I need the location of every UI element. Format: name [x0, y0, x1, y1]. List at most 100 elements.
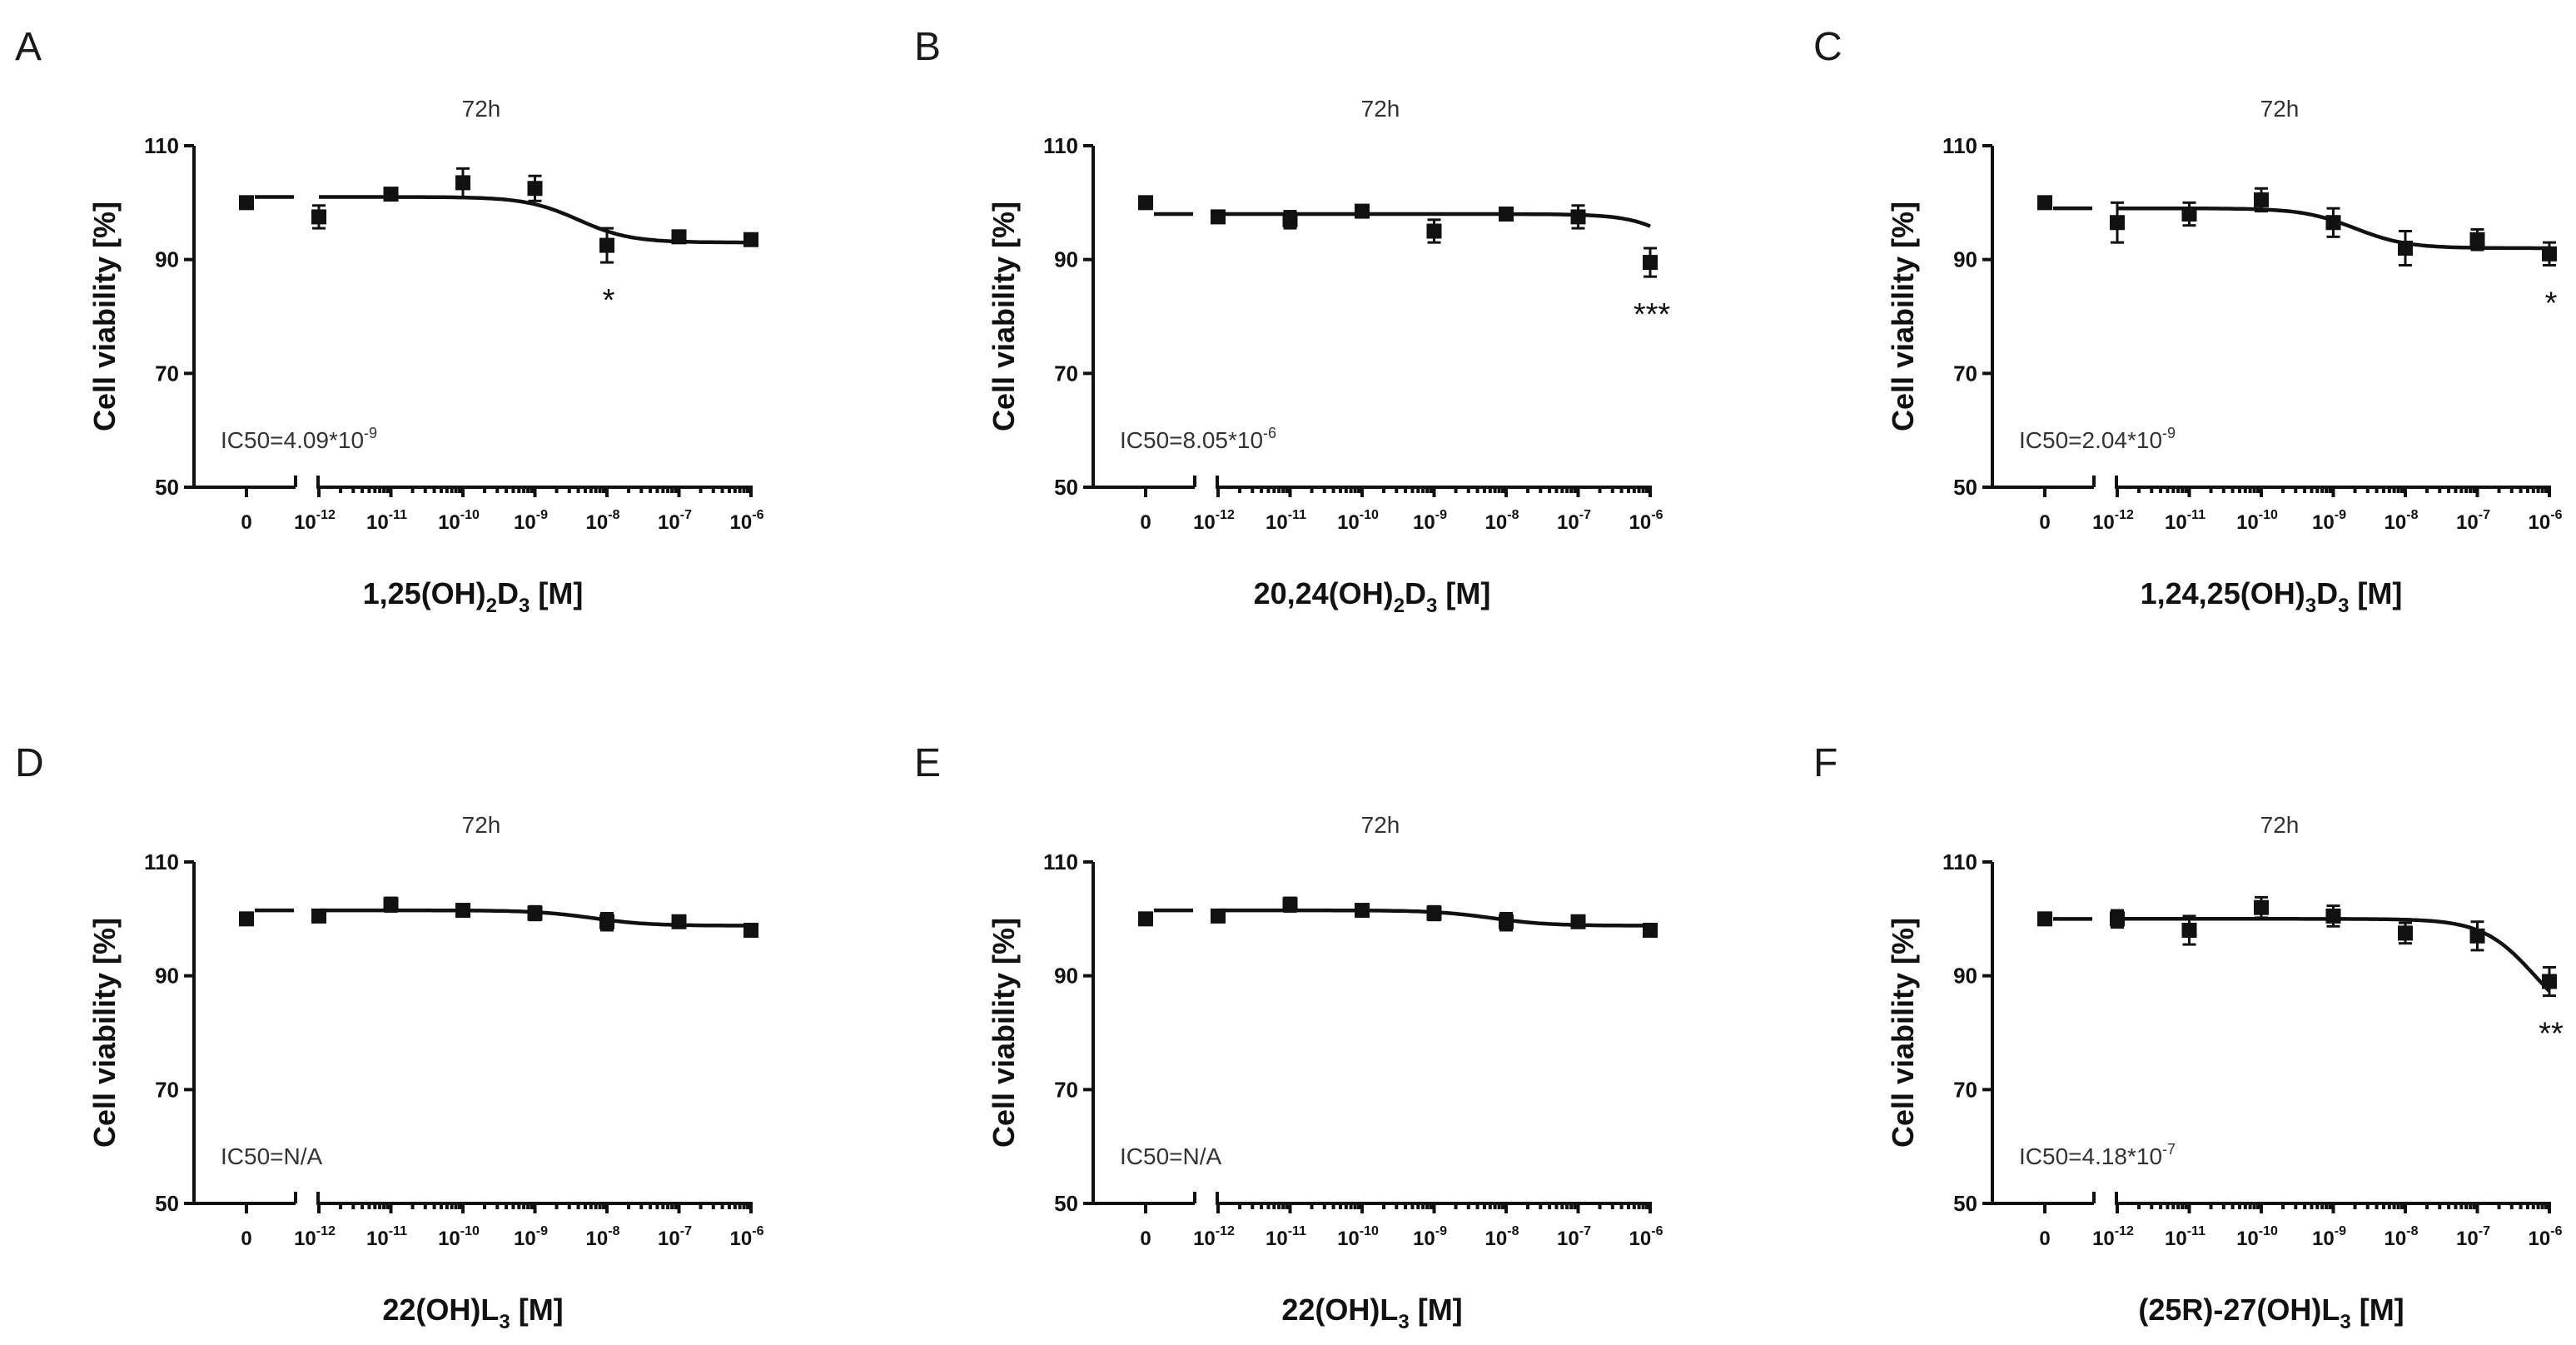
x-tick-exponent: -7	[680, 508, 692, 522]
data-point	[2398, 241, 2413, 256]
x-tick-base: 10	[2456, 511, 2479, 534]
x-tick-label: 10-6	[1629, 1224, 1663, 1250]
data-point	[2110, 215, 2125, 231]
significance-marker: ***	[1634, 297, 1671, 332]
data-point	[1355, 203, 1370, 219]
data-point	[1355, 903, 1370, 919]
y-tick-label: 50	[155, 475, 179, 500]
x-tick-exponent: -9	[2335, 1224, 2346, 1238]
y-axis-label: Cell viability [%]	[87, 202, 122, 431]
data-point	[239, 195, 254, 211]
x-tick-label: 10-7	[1557, 1224, 1591, 1250]
x-tick-base: 10	[2385, 511, 2407, 534]
x-label-subscript: 3	[1426, 595, 1437, 617]
ic50-label: IC50=N/A	[1120, 1143, 1221, 1169]
x-axis-label: 1,24,25(OH)3D3 [M]	[2141, 576, 2403, 617]
x-tick-exponent: -9	[536, 508, 548, 522]
x-tick-label: 10-9	[1413, 508, 1447, 534]
panel-letter: B	[914, 25, 941, 69]
x-tick-label: 10-7	[2456, 1224, 2490, 1250]
x-tick-label: 10-8	[586, 508, 620, 534]
x-tick-label: 10-11	[1266, 1224, 1306, 1250]
x-axis-label: 22(OH)L3 [M]	[1281, 1293, 1462, 1333]
y-tick-label: 110	[1043, 849, 1078, 874]
significance-marker: *	[603, 283, 615, 318]
x-label-unit: [M]	[2349, 576, 2402, 610]
x-tick-label: 10-9	[2312, 508, 2346, 534]
y-tick-label: 110	[1942, 133, 1977, 158]
x-tick-base: 10	[1485, 1228, 1508, 1250]
x-label-text: D	[2316, 576, 2338, 610]
ic50-value: IC50=2.04*10	[2019, 427, 2162, 453]
x-tick-exponent: -9	[1435, 508, 1447, 522]
x-tick-label: 10-6	[1629, 508, 1663, 534]
x-tick-exponent: -7	[1579, 1224, 1591, 1238]
x-label-subscript: 3	[2338, 595, 2349, 617]
panel-letter: E	[914, 741, 941, 785]
x-label-text: D	[497, 576, 519, 610]
x-label-subscript: 3	[2340, 1311, 2350, 1333]
x-tick-exponent: -12	[2115, 1224, 2134, 1238]
x-tick-base: 10	[2529, 1228, 2551, 1250]
data-point	[455, 175, 470, 191]
y-tick-label: 70	[1953, 361, 1977, 386]
x-tick-label: 0	[2039, 511, 2050, 534]
x-tick-exponent: -7	[1579, 508, 1591, 522]
x-tick-base: 10	[1629, 1228, 1652, 1250]
x-tick-exponent: -12	[316, 508, 336, 522]
data-point	[2181, 923, 2197, 938]
y-tick-label: 50	[1953, 475, 1977, 500]
y-axis-label: Cell viability [%]	[87, 918, 122, 1148]
x-tick-exponent: -10	[1360, 508, 1379, 522]
x-tick-base: 10	[658, 1228, 680, 1250]
panel-letter: C	[1813, 25, 1842, 69]
x-tick-exponent: -10	[460, 1224, 480, 1238]
x-label-unit: [M]	[1437, 576, 1490, 610]
y-tick-label: 70	[1054, 361, 1078, 386]
x-tick-label: 10-12	[294, 508, 336, 534]
x-label-subscript: 3	[1398, 1311, 1409, 1333]
x-tick-label: 10-6	[2529, 1224, 2563, 1250]
x-tick-exponent: -10	[2259, 1224, 2278, 1238]
x-tick-label: 10-7	[658, 1224, 692, 1250]
ic50-exponent: -9	[2162, 425, 2176, 441]
x-tick-exponent: -10	[460, 508, 480, 522]
y-tick-label: 90	[1953, 964, 1977, 989]
significance-marker: *	[2545, 286, 2558, 321]
x-label-text: D	[1405, 576, 1426, 610]
data-point	[2542, 246, 2557, 262]
ic50-label: IC50=4.18*10-7	[2019, 1141, 2176, 1169]
x-tick-exponent: -12	[1216, 1224, 1235, 1238]
x-tick-label: 0	[1140, 1228, 1151, 1250]
x-label-subscript: 3	[519, 595, 530, 617]
x-tick-exponent: -8	[608, 508, 619, 522]
x-tick-label: 10-10	[1337, 508, 1379, 534]
x-tick-exponent: -8	[2406, 508, 2418, 522]
x-tick-base: 10	[2165, 511, 2187, 534]
data-point	[2398, 925, 2413, 941]
data-point	[311, 908, 326, 924]
x-tick-exponent: -11	[1288, 508, 1306, 522]
x-tick-exponent: -11	[389, 508, 407, 522]
ic50-label: IC50=8.05*10-6	[1120, 425, 1276, 453]
x-tick-base: 10	[2236, 1228, 2259, 1250]
data-point	[455, 903, 470, 919]
y-tick-label: 50	[1054, 1191, 1078, 1216]
y-tick-label: 70	[1953, 1077, 1977, 1102]
data-point	[671, 229, 687, 245]
x-tick-base: 10	[2092, 511, 2115, 534]
x-tick-exponent: -10	[2259, 508, 2278, 522]
y-tick-label: 70	[155, 1077, 179, 1102]
x-label-subscript: 3	[499, 1311, 510, 1333]
x-tick-label: 10-9	[514, 1224, 548, 1250]
x-label-text: 22(OH)L	[1281, 1293, 1398, 1327]
x-tick-label: 0	[1140, 511, 1151, 534]
data-point	[2542, 974, 2557, 989]
x-tick-label: 10-12	[2092, 508, 2134, 534]
x-tick-label: 0	[241, 511, 251, 534]
x-tick-label: 10-10	[2236, 1224, 2278, 1250]
x-label-unit: [M]	[1410, 1293, 1463, 1327]
y-axis-label: Cell viability [%]	[987, 202, 1021, 431]
ic50-value: IC50=8.05*10	[1120, 427, 1263, 453]
